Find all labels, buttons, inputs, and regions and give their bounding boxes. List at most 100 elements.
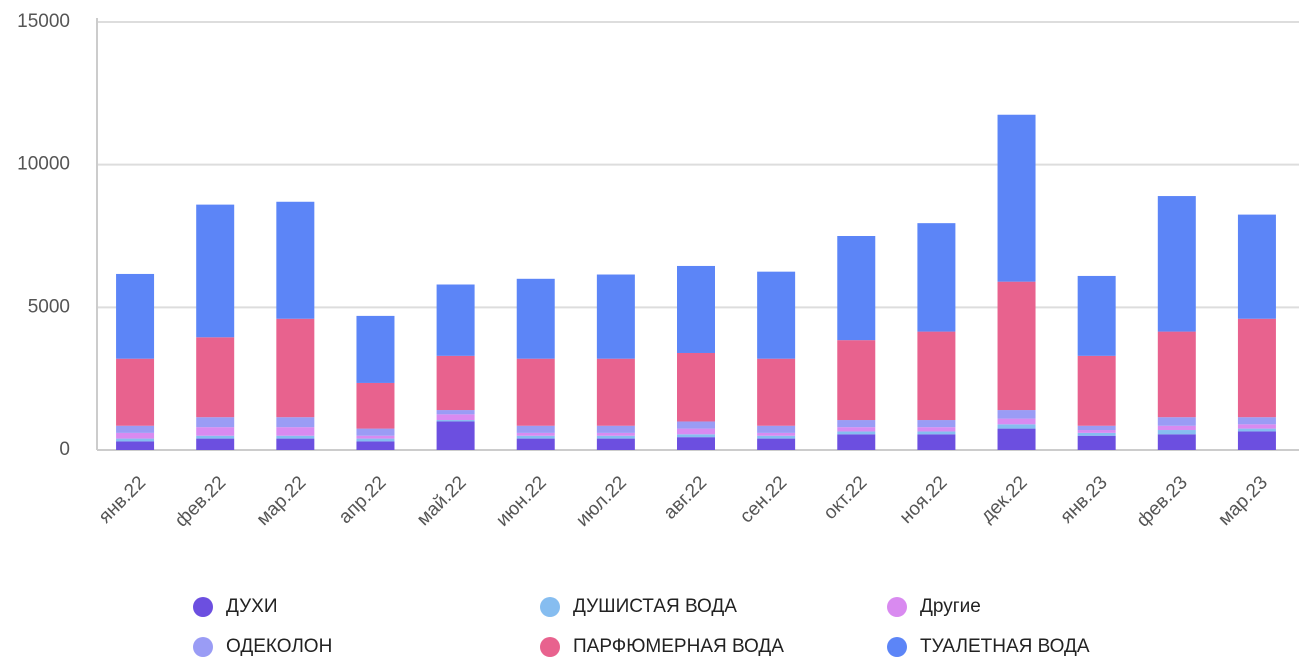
bar-segment (196, 435, 235, 439)
bar-segment (677, 352, 715, 422)
bar-segment (436, 420, 475, 422)
bar-segment (1237, 318, 1276, 418)
bar-segment (1157, 196, 1196, 332)
x-tick-label: окт.22 (820, 472, 872, 524)
bar-segment (757, 358, 796, 426)
legend-marker (193, 597, 213, 617)
bar-segment (1077, 435, 1116, 450)
bar-segment (1237, 417, 1276, 425)
y-tick-label: 5000 (28, 296, 70, 317)
legend-label: ТУАЛЕТНАЯ ВОДА (920, 636, 1090, 657)
bar-segment (837, 420, 876, 428)
bar-segment (116, 438, 155, 442)
legend-label: ДУХИ (226, 596, 277, 617)
x-tick-label: июн.22 (492, 472, 551, 531)
bar-segment (516, 435, 555, 439)
bar-segment (1157, 425, 1196, 431)
bar-segment (196, 204, 235, 338)
bar-segment (997, 281, 1036, 411)
bar-segment (757, 438, 796, 450)
legend-marker (540, 597, 560, 617)
x-tick-label: апр.22 (335, 472, 391, 528)
x-tick-label: май.22 (413, 472, 471, 530)
bar-segment (356, 382, 395, 429)
bar-segment (196, 337, 235, 418)
bar-segment (917, 427, 956, 432)
bar-segment (1237, 428, 1276, 432)
bar-segment (1157, 331, 1196, 418)
bar-segment (1157, 434, 1196, 450)
legend-marker (193, 637, 213, 657)
legend-label: ОДЕКОЛОН (226, 636, 332, 657)
bar-segment (196, 438, 235, 450)
x-tick-label: мар.23 (1214, 472, 1272, 530)
bar-segment (356, 441, 395, 450)
bar-segment (116, 358, 155, 426)
bar-segment (276, 417, 315, 428)
bar-segment (116, 441, 155, 450)
bar-segment (677, 434, 715, 438)
bar-segment (596, 425, 635, 433)
bar-segment (917, 223, 956, 332)
bar-segment (837, 427, 876, 432)
legend-label: ПАРФЮМЕРНАЯ ВОДА (573, 636, 784, 657)
bar-segment (997, 410, 1036, 419)
bar-segment (1157, 430, 1196, 435)
bar-segment (917, 331, 956, 421)
x-tick-label: авг.22 (660, 472, 711, 523)
bar-segment (1237, 214, 1276, 319)
legend-label: Другие (920, 596, 981, 617)
bar-segment (757, 435, 796, 439)
bar-segment (1237, 424, 1276, 429)
bar-segment (276, 438, 315, 450)
bar-segment (997, 424, 1036, 429)
bar-segment (1077, 425, 1116, 431)
x-tick-label: ноя.22 (896, 472, 952, 528)
x-tick-label: мар.22 (253, 472, 311, 530)
bar-segment (997, 114, 1036, 282)
bar-segment (596, 438, 635, 450)
bar-segment (356, 438, 395, 442)
bar-segment (436, 414, 475, 421)
bar-segment (356, 435, 395, 439)
bar-segment (516, 425, 555, 433)
bar-segment (757, 271, 796, 359)
bar-segment (356, 428, 395, 436)
bar-segment (917, 420, 956, 428)
bar-segment (596, 274, 635, 359)
bar-segment (436, 421, 475, 450)
bar-segment (1157, 417, 1196, 426)
bar-segment (837, 236, 876, 341)
bar-segment (436, 355, 475, 411)
bar-segment (276, 427, 315, 436)
bar-segment (677, 428, 715, 435)
bar-segment (196, 417, 235, 428)
legend-marker (887, 637, 907, 657)
legend-label: ДУШИСТАЯ ВОДА (573, 596, 737, 617)
y-tick-label: 15000 (17, 11, 70, 32)
x-tick-label: фев.22 (171, 472, 230, 531)
bar-segment (677, 265, 715, 353)
bar-segment (1077, 275, 1116, 356)
bar-segment (196, 427, 235, 436)
bar-segment (917, 434, 956, 450)
x-tick-label: янв.22 (95, 472, 150, 527)
x-tick-label: янв.23 (1056, 472, 1111, 527)
bar-segment (116, 432, 155, 439)
bar-segment (1077, 432, 1116, 436)
bar-segment (596, 432, 635, 436)
bar-segment (436, 284, 475, 356)
bar-segment (757, 432, 796, 436)
x-tick-label: сен.22 (736, 472, 791, 527)
x-tick-label: дек.22 (977, 472, 1032, 527)
bar-segment (116, 425, 155, 433)
bar-segment (837, 434, 876, 450)
bar-segment (276, 318, 315, 418)
x-tick-label: июл.22 (572, 472, 631, 531)
bar-segment (677, 437, 715, 450)
bar-segment (837, 340, 876, 421)
bar-segment (516, 438, 555, 450)
bar-segment (997, 418, 1036, 425)
x-tick-label: фев.23 (1133, 472, 1192, 531)
